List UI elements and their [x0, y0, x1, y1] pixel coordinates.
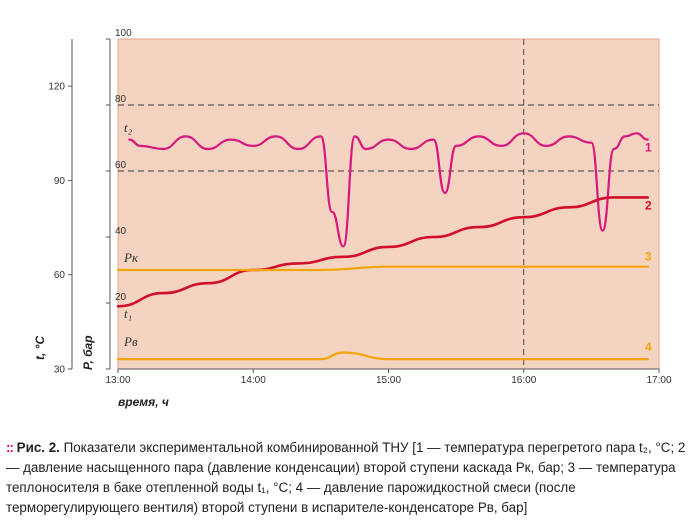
y-axis-title-t: t, °C	[33, 336, 47, 360]
series-layer	[116, 132, 649, 361]
caption-text: Показатели экспериментальной комбинирова…	[6, 440, 686, 515]
series-3-line	[116, 265, 649, 272]
x-tick-label: 13:00	[105, 375, 130, 386]
curve-label-t2: t₂	[124, 120, 133, 135]
caption-title: Рис. 2.	[16, 440, 60, 455]
plot-background	[117, 38, 660, 370]
grid	[118, 39, 659, 369]
series-1-line	[128, 132, 649, 248]
curve-label-pk: Pк	[123, 250, 139, 265]
tick-labels: 30 60 90 120 20 40 60 80 100 13:00 14:00 15:00 16:00…	[48, 28, 672, 386]
y-axis-title-p: P, бар	[81, 335, 95, 370]
p-tick-label: 40	[115, 226, 127, 237]
p-tick-label: 60	[115, 160, 127, 171]
x-tick-label: 17:00	[646, 375, 671, 386]
t-tick-label: 90	[54, 176, 66, 187]
series-1-number: 1	[645, 141, 652, 155]
t-tick-label: 30	[54, 365, 66, 376]
chart: 30 60 90 120 20 40 60 80 100 13:00 14:00 15:00 16:00…	[33, 28, 672, 409]
figure-caption: :: Рис. 2. Показатели экспериментальной …	[6, 438, 696, 518]
x-tick-label: 15:00	[376, 375, 401, 386]
curve-label-t1: t₁	[124, 306, 132, 321]
x-axis-title: время, ч	[118, 395, 169, 409]
series-2-number: 2	[645, 198, 652, 212]
x-tick-label: 16:00	[511, 375, 536, 386]
series-4-line	[116, 351, 649, 361]
caption-bullet: ::	[6, 440, 14, 455]
t-tick-label: 60	[54, 270, 66, 281]
x-tick-label: 14:00	[241, 375, 266, 386]
p-tick-label: 100	[115, 28, 132, 39]
t-tick-label: 120	[48, 82, 65, 93]
series-3-number: 3	[645, 250, 652, 264]
series-4-number: 4	[645, 340, 652, 354]
curve-label-pv: Pв	[123, 334, 138, 349]
curve-labels: 1 2 3 4 t₂ Pк t₁ Pв	[123, 120, 652, 354]
p-tick-label: 20	[115, 292, 127, 303]
p-tick-label: 80	[115, 94, 127, 105]
